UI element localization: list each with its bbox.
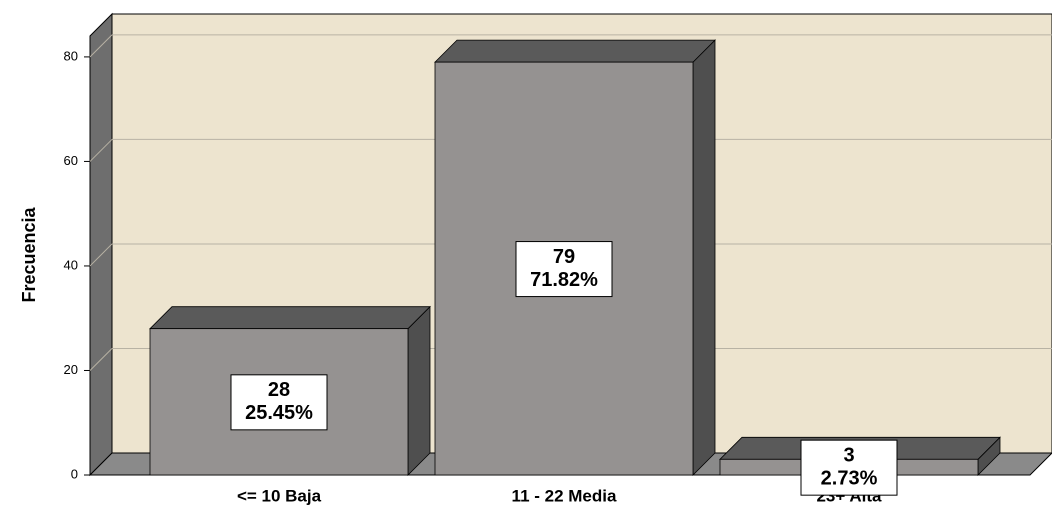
y-tick-label: 60 (64, 153, 78, 168)
y-tick-label: 20 (64, 362, 78, 377)
data-label-box (230, 374, 328, 431)
bar-side (407, 305, 431, 476)
bar-top (434, 39, 716, 63)
y-tick-label: 80 (64, 48, 78, 63)
bar-top (149, 306, 431, 330)
data-label-box (515, 241, 613, 298)
x-tick-label: <= 10 Baja (237, 486, 322, 505)
y-tick-label: 0 (71, 466, 78, 481)
data-label-box (800, 439, 898, 496)
y-tick-label: 40 (64, 257, 78, 272)
percent-label: 25.45% (245, 402, 313, 424)
percent-label: 71.82% (530, 269, 598, 291)
grid-line (89, 34, 113, 58)
grid-line (89, 348, 113, 371)
bar-side (692, 39, 716, 476)
grid-line (89, 139, 113, 162)
data-label: 3 (843, 444, 854, 466)
data-label: 28 (268, 379, 290, 401)
x-tick-label: 11 - 22 Media (512, 486, 617, 505)
grid-line (89, 243, 113, 267)
data-label: 79 (553, 246, 575, 268)
y-axis-label: Frecuencia (19, 206, 39, 302)
percent-label: 2.73% (821, 467, 878, 489)
left-wall (89, 12, 113, 477)
